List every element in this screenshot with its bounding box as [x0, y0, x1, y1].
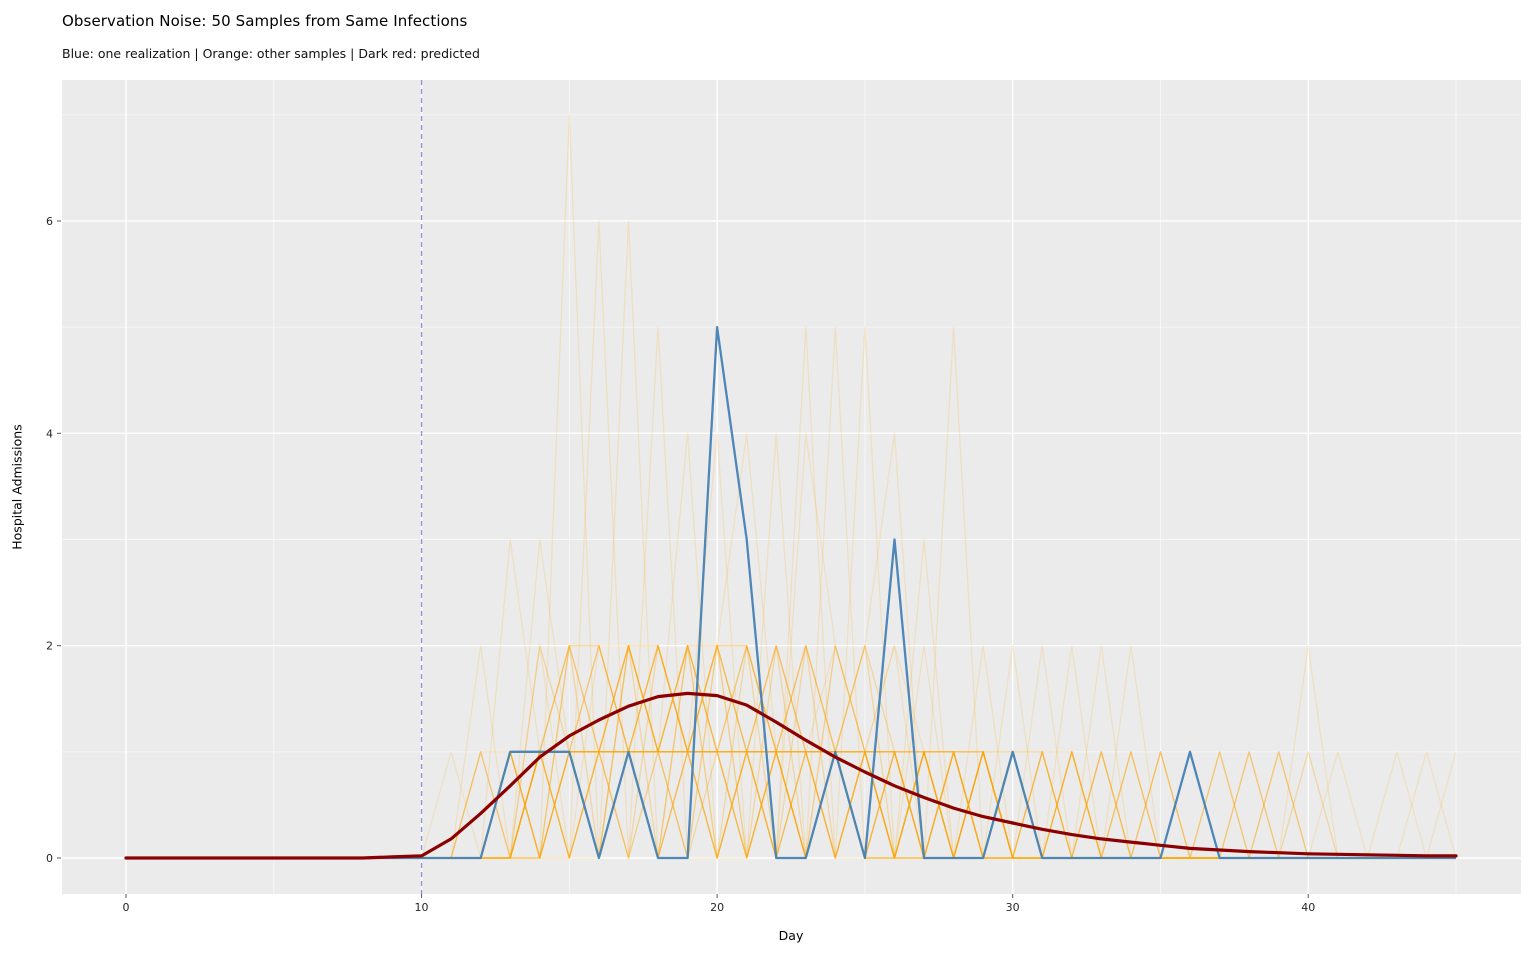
- x-tick-label: 0: [123, 901, 130, 914]
- x-axis-label: Day: [778, 928, 804, 943]
- x-tick-label: 10: [415, 901, 429, 914]
- chart-subtitle: Blue: one realization | Orange: other sa…: [62, 46, 480, 61]
- y-tick-label: 6: [46, 215, 53, 228]
- plot-panel: [62, 80, 1521, 894]
- chart-title: Observation Noise: 50 Samples from Same …: [62, 12, 468, 30]
- x-tick-label: 40: [1301, 901, 1315, 914]
- y-tick-label: 2: [46, 640, 53, 653]
- y-tick-label: 0: [46, 852, 53, 865]
- x-tick-label: 20: [710, 901, 724, 914]
- y-tick-label: 4: [46, 427, 53, 440]
- predicted-line: [124, 691, 1458, 860]
- x-tick-label: 30: [1006, 901, 1020, 914]
- y-axis-label: Hospital Admissions: [9, 424, 25, 550]
